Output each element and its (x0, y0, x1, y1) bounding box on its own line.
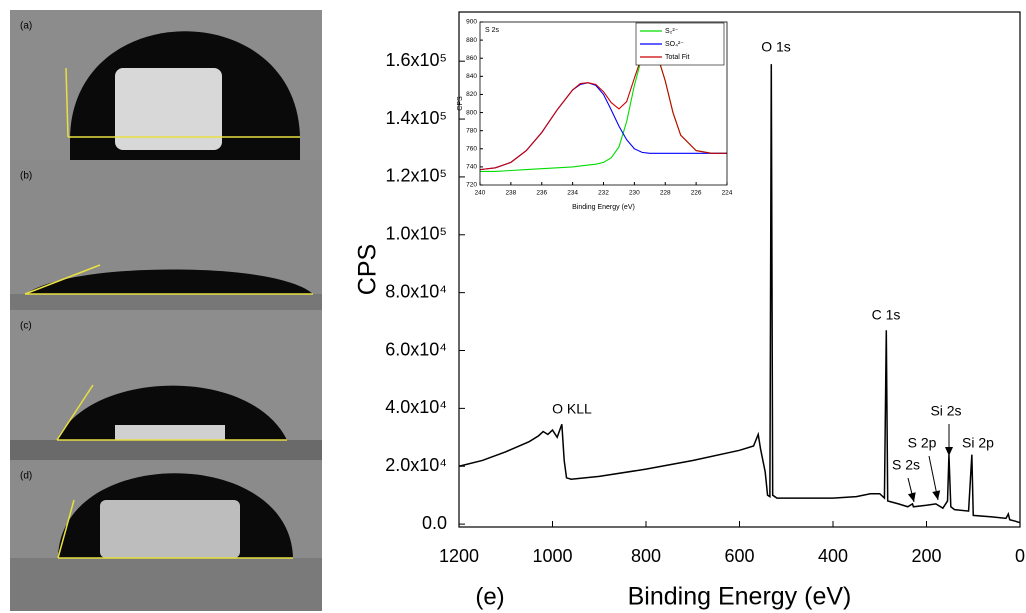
tangent (56, 384, 94, 441)
reflection (115, 68, 222, 150)
y-tick-label: 720 (466, 182, 477, 189)
arrow-head (907, 492, 916, 502)
annotation: Si 2s (930, 403, 961, 419)
panel-label: (c) (20, 321, 32, 332)
x-axis-label: Binding Energy (eV) (572, 204, 635, 211)
x-tick-label: 238 (505, 190, 516, 197)
reflection (115, 425, 225, 440)
droplet (25, 269, 313, 294)
panel-label: (e) (475, 583, 504, 610)
x-tick-label: 800 (631, 546, 661, 566)
panel-label: (d) (20, 471, 32, 482)
y-tick-label: 0.0 (422, 513, 447, 533)
x-tick-label: 1200 (439, 546, 479, 566)
substrate (10, 558, 322, 611)
inset-title: S 2s (485, 27, 500, 34)
x-tick-label: 600 (724, 546, 754, 566)
panel-label: (a) (20, 21, 32, 32)
y-tick-label: 4.0x10⁴ (385, 397, 447, 417)
legend-label: S₂²⁻ (665, 28, 679, 35)
annotation: O 1s (761, 39, 791, 55)
annotation: S 2p (908, 435, 937, 451)
arrow-head (945, 447, 953, 456)
x-axis-label: Binding Energy (eV) (628, 583, 852, 611)
y-axis-label: CPS (457, 96, 464, 111)
x-tick-label: 234 (567, 190, 578, 197)
x-tick-label: 400 (818, 546, 848, 566)
y-tick-label: 740 (466, 164, 477, 171)
photo-panels: (a) (b) (c) (d) (10, 10, 322, 611)
substrate (10, 294, 322, 310)
x-tick-label: 228 (660, 190, 671, 197)
annotation: S 2s (892, 457, 920, 473)
arrow-head (932, 490, 941, 500)
y-tick-label: 1.4x10⁵ (385, 108, 447, 128)
x-tick-label: 224 (722, 190, 733, 197)
y-tick-label: 1.6x10⁵ (385, 50, 447, 70)
y-tick-label: 760 (466, 145, 477, 152)
tangent (57, 499, 75, 559)
data-line (479, 45, 727, 171)
y-tick-label: 820 (466, 91, 477, 98)
annotation: O KLL (552, 401, 592, 417)
y-tick-label: 880 (466, 37, 477, 44)
annotation: C 1s (872, 307, 901, 323)
x-tick-label: 236 (536, 190, 547, 197)
plot-frame (458, 11, 1021, 528)
substrate (10, 440, 322, 460)
x-tick-label: 226 (691, 190, 702, 197)
tangent (24, 264, 101, 295)
y-tick-label: 860 (466, 55, 477, 62)
annotation: Si 2p (962, 435, 994, 451)
data-line (458, 64, 1021, 524)
x-tick-label: 200 (911, 546, 941, 566)
y-tick-label: 8.0x10⁴ (385, 281, 447, 301)
x-tick-label: 232 (598, 190, 609, 197)
y-tick-label: 780 (466, 127, 477, 134)
y-tick-label: 840 (466, 73, 477, 80)
tangent (65, 67, 69, 138)
panel-label: (b) (20, 171, 32, 182)
x-tick-label: 230 (629, 190, 640, 197)
x-tick-label: 240 (475, 190, 486, 197)
y-tick-label: 800 (466, 109, 477, 116)
y-tick-label: 900 (466, 19, 477, 26)
droplet (57, 385, 287, 440)
legend-label: SO₄²⁻ (665, 41, 684, 48)
reflection (100, 500, 240, 558)
plot-frame (479, 21, 728, 186)
y-tick-label: 6.0x10⁴ (385, 339, 447, 359)
y-tick-label: 2.0x10⁴ (385, 455, 447, 475)
x-tick-label: 1000 (532, 546, 572, 566)
legend-label: Total Fit (665, 54, 690, 61)
y-tick-label: 1.0x10⁵ (385, 224, 447, 244)
x-tick-label: 0 (1015, 546, 1025, 566)
y-tick-label: 1.2x10⁵ (385, 166, 447, 186)
y-axis-label: CPS (354, 244, 382, 295)
